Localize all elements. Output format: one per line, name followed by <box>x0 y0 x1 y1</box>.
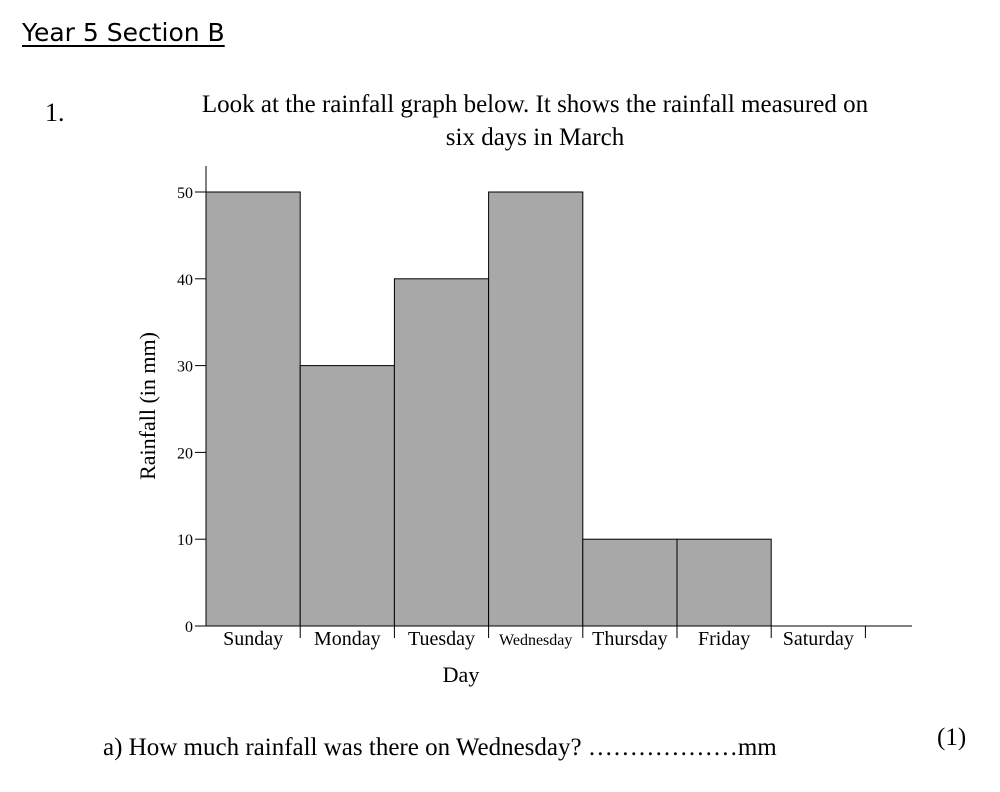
y-tick-label: 40 <box>177 272 193 289</box>
x-ticks-group: Sunday Monday Tuesday Wednesday Thursday Frid… <box>223 626 866 650</box>
y-tick-label: 30 <box>177 359 193 376</box>
x-tick-label-sunday: Sunday <box>223 628 283 650</box>
x-tick-label-friday: Friday <box>698 628 750 650</box>
axes-group <box>205 166 912 627</box>
bar-sunday <box>205 191 301 627</box>
y-ticks-group: 0 10 20 30 40 50 <box>177 185 206 636</box>
x-axis-label: Day <box>443 662 480 687</box>
y-tick-label: 10 <box>177 532 193 549</box>
part-a-label: a) <box>103 734 123 761</box>
bar-friday <box>676 538 772 627</box>
question-part-a: a) How much rainfall was there on Wednes… <box>103 734 777 762</box>
x-tick-label-monday: Monday <box>314 628 381 650</box>
x-tick-label-thursday: Thursday <box>592 628 668 650</box>
bars-group <box>205 191 772 627</box>
marks-indicator: (1) <box>937 724 967 751</box>
question-number: 1. <box>45 98 65 127</box>
y-tick-label: 0 <box>185 619 193 636</box>
part-a-text: How much rainfall was there on Wednesday… <box>128 734 777 761</box>
bar-tuesday <box>393 278 490 627</box>
bar-thursday <box>582 538 678 627</box>
x-tick-label-wednesday: Wednesday <box>499 632 572 649</box>
y-tick-label: 20 <box>177 445 193 462</box>
y-tick-label: 50 <box>177 185 193 202</box>
question-intro: Look at the rainfall graph below. It sho… <box>150 88 920 154</box>
x-tick-label-saturday: Saturday <box>783 628 854 650</box>
question-intro-line-2: six days in March <box>445 124 625 151</box>
x-tick-label-tuesday: Tuesday <box>408 628 475 650</box>
question-intro-line-1: Look at the rainfall graph below. It sho… <box>201 91 869 118</box>
bar-wednesday <box>488 191 584 627</box>
y-axis-label: Rainfall (in mm) <box>135 332 160 480</box>
section-heading: Year 5 Section B <box>22 18 225 47</box>
bar-monday <box>299 365 395 627</box>
